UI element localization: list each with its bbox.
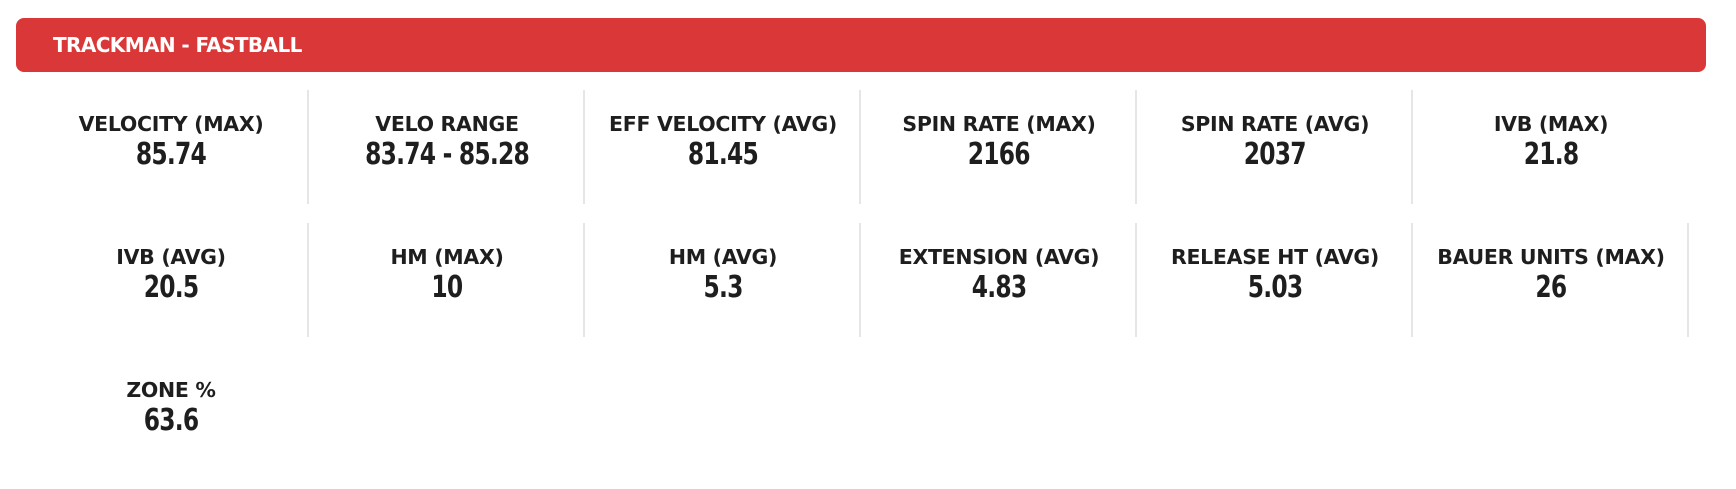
stat-value: 26 [1535, 270, 1567, 305]
stat-value: 81.45 [687, 137, 759, 172]
stat-velocity-max: VELOCITY (MAX) 85.74 [33, 90, 309, 204]
stat-value: 83.74 - 85.28 [365, 137, 530, 172]
stat-value: 2037 [1243, 137, 1307, 172]
stat-ivb-max: IVB (MAX) 21.8 [1413, 90, 1689, 204]
stat-value: 5.03 [1247, 270, 1303, 305]
stat-value: 63.6 [143, 403, 199, 438]
section-title: TRACKMAN - FASTBALL [53, 33, 302, 57]
stat-eff-velocity-avg: EFF VELOCITY (AVG) 81.45 [585, 90, 861, 204]
stat-velo-range: VELO RANGE 83.74 - 85.28 [309, 90, 585, 204]
stat-hm-max: HM (MAX) 10 [309, 223, 585, 337]
stat-value: 21.8 [1523, 137, 1579, 172]
stat-spin-rate-max: SPIN RATE (MAX) 2166 [861, 90, 1137, 204]
stat-label: SPIN RATE (AVG) [1180, 112, 1370, 136]
section-header: TRACKMAN - FASTBALL [16, 18, 1706, 72]
stat-bauer-units-max: BAUER UNITS (MAX) 26 [1413, 223, 1689, 337]
stat-label: SPIN RATE (MAX) [902, 112, 1096, 136]
stat-label: VELOCITY (MAX) [78, 112, 264, 136]
stat-label: VELO RANGE [375, 112, 519, 136]
stat-label: BAUER UNITS (MAX) [1437, 245, 1665, 269]
stat-label: HM (AVG) [668, 245, 778, 269]
stat-grid: VELOCITY (MAX) 85.74 VELO RANGE 83.74 - … [33, 90, 1689, 489]
stat-release-ht-avg: RELEASE HT (AVG) 5.03 [1137, 223, 1413, 337]
stat-value: 5.3 [703, 270, 743, 305]
stat-label: EXTENSION (AVG) [898, 245, 1100, 269]
stat-label: HM (MAX) [390, 245, 504, 269]
stat-extension-avg: EXTENSION (AVG) 4.83 [861, 223, 1137, 337]
stat-value: 85.74 [135, 137, 207, 172]
stat-hm-avg: HM (AVG) 5.3 [585, 223, 861, 337]
stat-ivb-avg: IVB (AVG) 20.5 [33, 223, 309, 337]
stat-label: ZONE % [126, 378, 216, 402]
stat-value: 2166 [967, 137, 1031, 172]
stat-value: 10 [431, 270, 463, 305]
stat-value: 4.83 [971, 270, 1027, 305]
stat-label: EFF VELOCITY (AVG) [609, 112, 837, 136]
stat-value: 20.5 [143, 270, 199, 305]
stat-spin-rate-avg: SPIN RATE (AVG) 2037 [1137, 90, 1413, 204]
stat-label: IVB (AVG) [116, 245, 226, 269]
stat-zone-pct: ZONE % 63.6 [33, 356, 309, 470]
stat-label: IVB (MAX) [1493, 112, 1609, 136]
stat-label: RELEASE HT (AVG) [1170, 245, 1379, 269]
